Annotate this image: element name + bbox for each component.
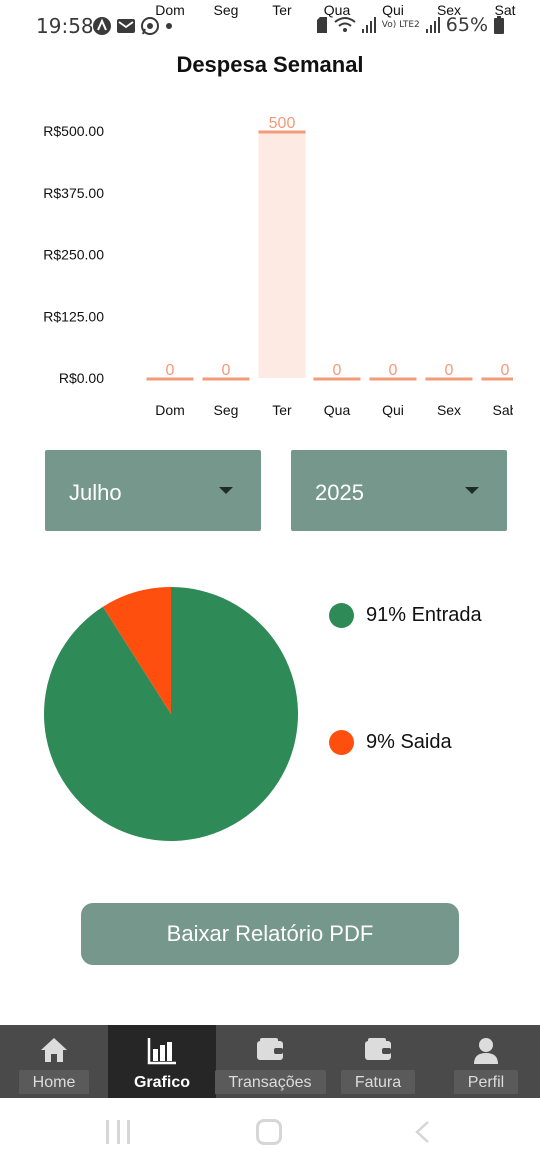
nav-item-fatura[interactable]: Fatura (324, 1025, 432, 1098)
bar-value-label: 500 (269, 115, 296, 132)
notification-icons (92, 16, 174, 36)
nav-label-grafico: Grafico (133, 1074, 190, 1091)
bar-value-label: 0 (445, 362, 454, 379)
nav-item-grafico[interactable]: Grafico (108, 1025, 216, 1098)
month-select-value: Julho (69, 480, 122, 505)
nav-item-perfil[interactable]: Perfil (432, 1025, 540, 1098)
x-tick-label: Sab (493, 402, 518, 418)
y-tick-label: R$375.00 (43, 185, 104, 201)
back-button[interactable] (414, 1120, 430, 1144)
home-button[interactable] (256, 1119, 282, 1145)
overlay-day-label: Dom (155, 2, 185, 18)
x-tick-label: Ter (272, 402, 292, 418)
bar-chart-icon (147, 1038, 176, 1065)
bar-value-label: 0 (389, 362, 398, 379)
overlay-day-label: Sat (494, 2, 516, 18)
legend-label-saida: 9% Saida (366, 731, 452, 753)
overlay-day-label: Sex (436, 2, 462, 18)
alert-icon (93, 17, 111, 35)
wallet-icon (365, 1038, 391, 1060)
month-select[interactable]: Julho (45, 450, 261, 531)
battery-percent: 65% (445, 14, 488, 36)
bar-value-label: 0 (166, 362, 175, 379)
network-label: Vo) LTE2 (381, 19, 420, 30)
recent-apps-button[interactable] (106, 1120, 130, 1144)
x-tick-label: Seg (214, 402, 239, 418)
status-bar: 19:58 Vo) LTE2 65% (0, 0, 540, 52)
overlay-day-label: Ter (272, 2, 292, 18)
legend-label-entrada: 91% Entrada (366, 604, 482, 626)
nav-label-home: Home (18, 1070, 90, 1094)
x-tick-label: Qui (382, 402, 404, 418)
wifi-icon (334, 17, 356, 32)
overlay-day-label: Qua (323, 2, 351, 18)
sim-icon (316, 17, 327, 33)
person-icon (474, 1038, 498, 1064)
nav-label-fatura: Fatura (340, 1070, 416, 1094)
signal-icon (361, 17, 376, 33)
mail-icon (117, 19, 135, 33)
bar-value-label: 0 (222, 362, 231, 379)
bar-value-label: 0 (333, 362, 342, 379)
y-tick-label: R$125.00 (43, 308, 104, 324)
pie-chart (44, 587, 299, 841)
y-tick-label: R$0.00 (59, 370, 104, 386)
x-tick-label: Dom (155, 402, 185, 418)
y-tick-label: R$500.00 (43, 123, 104, 139)
bottom-nav: Home Grafico Transações Fatura Perfil (0, 1025, 540, 1098)
chevron-down-icon (465, 487, 479, 494)
legend-dot-entrada (329, 603, 354, 628)
wallet-icon (257, 1038, 283, 1060)
x-tick-label: Qua (324, 402, 351, 418)
status-time: 19:58 (36, 14, 94, 38)
nav-item-transacoes[interactable]: Transações (214, 1025, 326, 1098)
bar-value-label: 0 (501, 362, 510, 379)
legend-saida: 9% Saida (329, 730, 452, 755)
legend-dot-saida (329, 730, 354, 755)
chevron-down-icon (219, 487, 233, 494)
pie-slice-saida (102, 587, 171, 714)
nav-item-home[interactable]: Home (0, 1025, 108, 1098)
bar (258, 131, 306, 378)
x-tick-label: Sex (437, 402, 461, 418)
year-select-value: 2025 (315, 480, 364, 505)
overlay-day-label: Seg (213, 2, 239, 18)
battery-icon (494, 16, 504, 34)
nav-label-transacoes: Transações (214, 1070, 326, 1094)
download-pdf-button[interactable]: Baixar Relatório PDF (81, 903, 459, 965)
home-icon (41, 1038, 67, 1062)
whatsapp-icon (141, 17, 159, 35)
nav-label-perfil: Perfil (453, 1070, 519, 1094)
chart-title: Despesa Semanal (176, 52, 364, 77)
overlay-day-labels: Dom Seg Ter Qua Qui Sex Sat (0, 2, 540, 18)
bar-chart: 0 Dom 0 Seg 500 Ter 0 Qua 0 Qui 0 Sex 0 Sab R$0.00 R$12… (43, 115, 518, 418)
dot-icon (166, 23, 172, 29)
overlay-day-label: Qui (382, 2, 404, 18)
year-select[interactable]: 2025 (291, 450, 507, 531)
legend-entrada: 91% Entrada (329, 603, 482, 628)
status-right: Vo) LTE2 65% (316, 14, 504, 36)
pie-slice-entrada (44, 587, 299, 841)
signal-icon (425, 17, 440, 33)
y-tick-label: R$250.00 (43, 247, 104, 263)
system-nav-bar (0, 1098, 540, 1170)
